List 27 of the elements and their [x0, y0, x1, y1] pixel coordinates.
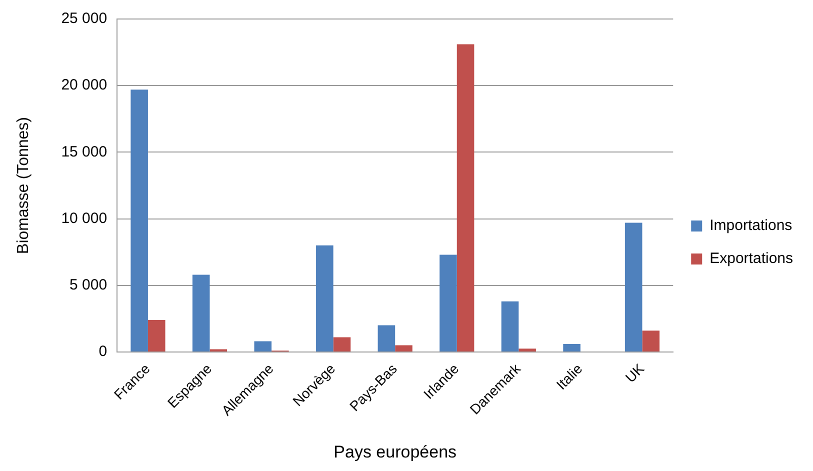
- y-axis-title: Biomasse (Tonnes): [15, 116, 32, 254]
- y-tick-label: 10 000: [61, 210, 108, 227]
- bar: [501, 301, 519, 352]
- bar: [148, 320, 166, 352]
- bar: [563, 344, 580, 352]
- y-tick-label: 0: [98, 343, 108, 360]
- bar: [316, 245, 334, 352]
- y-tick-label: 25 000: [61, 10, 108, 28]
- legend-label: Exportations: [710, 250, 794, 268]
- bar: [395, 345, 412, 352]
- legend-label: Importations: [710, 217, 792, 234]
- x-tick-label: Italie: [553, 360, 586, 393]
- bar: [378, 325, 396, 352]
- y-tick-label: 15 000: [61, 143, 108, 160]
- bar: [254, 341, 272, 352]
- y-tick-label: 5 000: [70, 276, 108, 294]
- x-tick-label: UK: [622, 360, 648, 386]
- bar: [440, 254, 457, 352]
- bar: [456, 44, 474, 352]
- bar: [333, 337, 351, 352]
- y-tick-label: 20 000: [61, 76, 108, 94]
- bar: [624, 222, 642, 352]
- bar: [130, 90, 148, 352]
- bar: [192, 274, 210, 352]
- bar: [642, 330, 660, 352]
- x-axis-title: Pays européens: [334, 442, 457, 462]
- bar: [518, 348, 536, 352]
